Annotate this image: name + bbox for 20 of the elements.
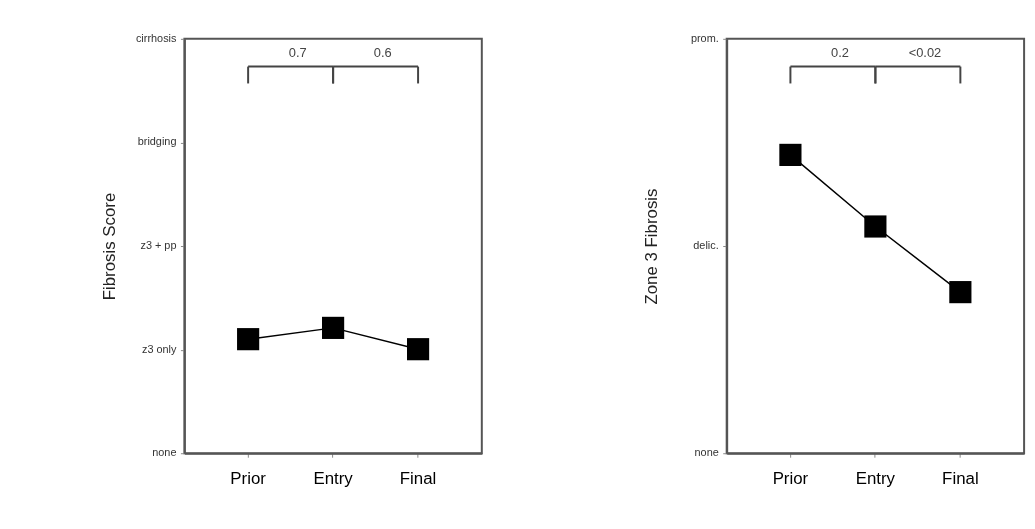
text: z3 only [141, 342, 178, 355]
text: 0.6 [373, 44, 392, 60]
text: none [152, 446, 177, 459]
text: delic. [693, 239, 719, 252]
text: z3 + pp [140, 239, 177, 252]
text: cirrhosis [135, 31, 178, 44]
x-tick-label: Entry [855, 469, 896, 489]
x-tick-label: Prior [772, 469, 809, 489]
text: 0.7 [288, 44, 307, 60]
text: prom. [690, 31, 719, 44]
x-tick-label: Prior [230, 469, 267, 489]
y-axis-title: Zone 3 Fibrosis [642, 188, 662, 305]
text: 0.2 [831, 44, 849, 60]
y-axis-title: Fibrosis Score [100, 192, 119, 301]
text: bridging [137, 135, 177, 148]
text: none [694, 446, 719, 459]
x-tick-label: Final [942, 469, 979, 489]
x-tick-label: Entry [313, 469, 354, 489]
x-tick-label: Final [399, 469, 437, 489]
text: <0.02 [908, 44, 942, 60]
